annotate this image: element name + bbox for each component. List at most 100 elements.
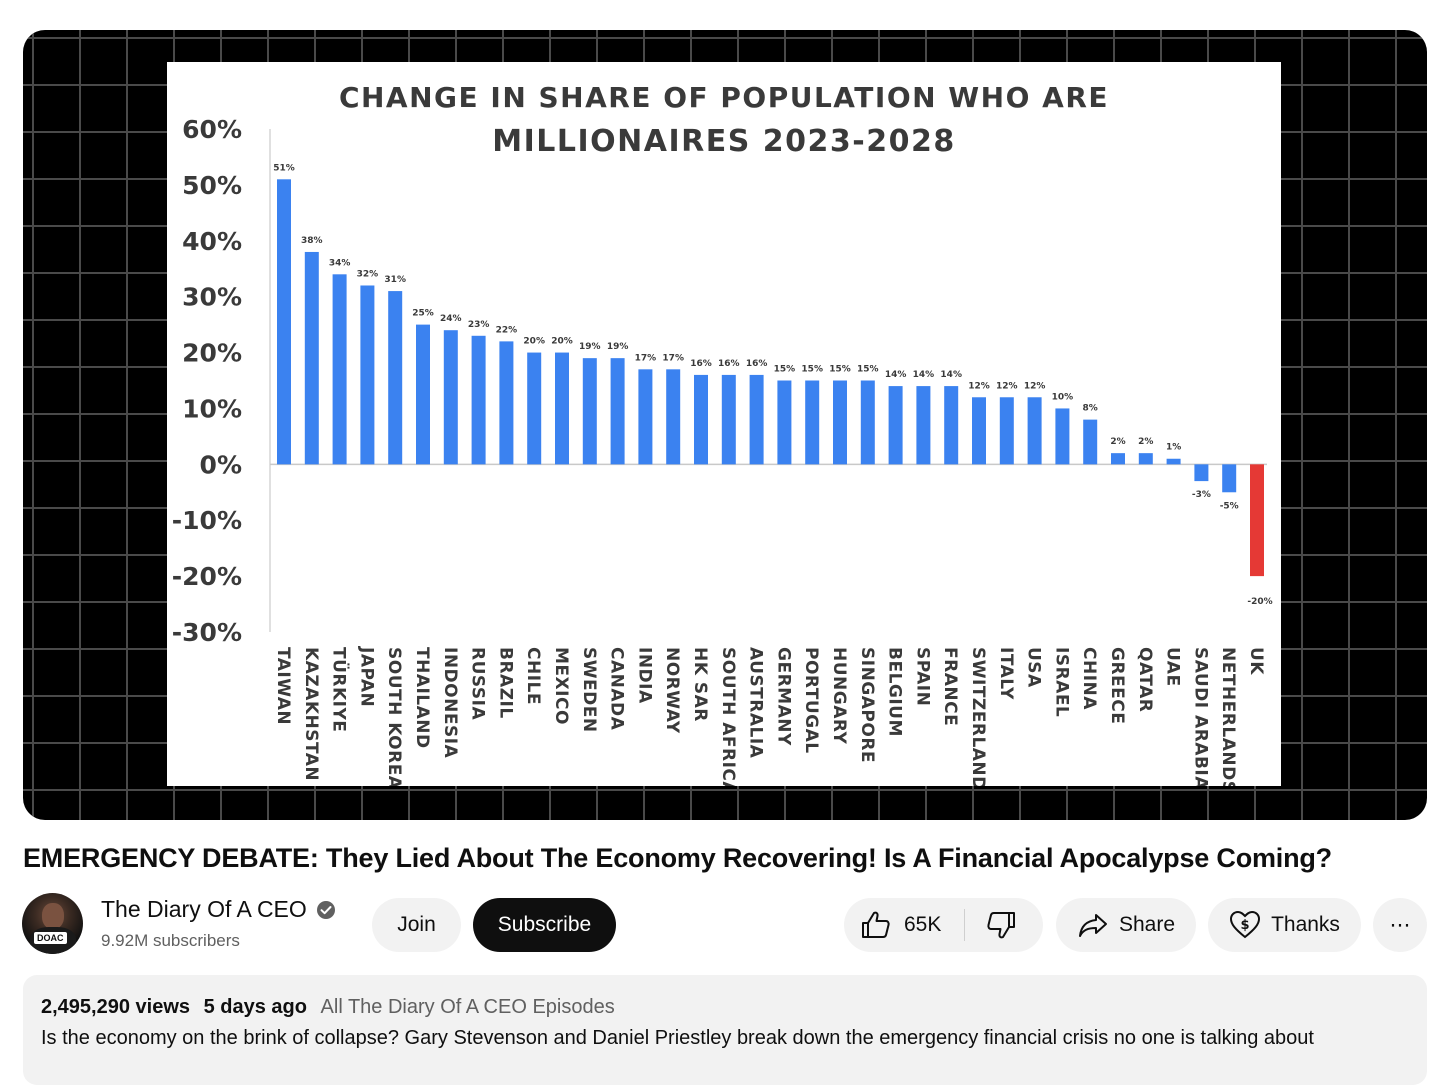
verified-icon	[317, 901, 335, 919]
bar	[916, 386, 931, 465]
category-label: PORTUGAL	[801, 647, 821, 754]
bar	[666, 369, 681, 465]
data-label: 1%	[1166, 443, 1181, 453]
dislike-button[interactable]	[965, 898, 1043, 952]
bar	[555, 352, 569, 465]
category-label: INDONESIA	[440, 647, 460, 759]
bar	[749, 374, 764, 465]
bar-chart: CHANGE IN SHARE OF POPULATION WHO ARE MIL…	[172, 81, 1273, 786]
bar	[1250, 464, 1264, 577]
chart-frame: CHANGE IN SHARE OF POPULATION WHO ARE MIL…	[167, 62, 1281, 786]
data-label: 12%	[1024, 381, 1046, 391]
bar	[1138, 453, 1153, 465]
category-label: MEXICO	[551, 647, 571, 725]
data-label: -20%	[1247, 597, 1272, 607]
data-label: 15%	[801, 365, 823, 375]
bar	[1166, 458, 1181, 465]
data-label: 12%	[968, 381, 990, 391]
category-label: INDIA	[634, 647, 654, 704]
category-label: GREECE	[1107, 647, 1127, 724]
bar	[944, 386, 959, 465]
data-label: 24%	[440, 314, 462, 324]
like-button[interactable]: 65K	[844, 898, 964, 952]
data-label: 14%	[885, 370, 907, 380]
data-label: 16%	[746, 359, 768, 369]
bar	[833, 380, 847, 465]
view-count: 2,495,290 views	[41, 996, 191, 1018]
data-label: -3%	[1192, 490, 1211, 500]
y-tick-label: 20%	[182, 339, 242, 368]
svg-text:$: $	[1241, 918, 1250, 933]
bar	[360, 285, 375, 465]
bar	[388, 291, 403, 465]
category-label: SWEDEN	[579, 647, 599, 733]
channel-avatar[interactable]: DOAC	[22, 893, 83, 954]
data-label: 20%	[551, 337, 573, 347]
share-button[interactable]: Share	[1056, 898, 1196, 952]
subscribe-button[interactable]: Subscribe	[473, 898, 616, 952]
data-label: 38%	[301, 236, 323, 246]
data-label: 15%	[774, 365, 796, 375]
thanks-button[interactable]: $ Thanks	[1208, 898, 1361, 952]
y-tick-label: -10%	[172, 506, 242, 535]
bar	[471, 335, 486, 465]
category-label: ISRAEL	[1051, 647, 1071, 717]
category-label: ITALY	[996, 647, 1016, 700]
data-label: -5%	[1220, 501, 1239, 511]
channel-name[interactable]: The Diary Of A CEO	[101, 896, 307, 922]
category-label: GERMANY	[773, 647, 793, 746]
bar	[972, 397, 986, 465]
join-button[interactable]: Join	[372, 898, 461, 952]
category-label: FRANCE	[940, 647, 960, 726]
data-label: 14%	[913, 370, 935, 380]
data-label: 23%	[468, 320, 490, 330]
bar	[777, 380, 792, 465]
description-box[interactable]: 2,495,290 views 5 days ago All The Diary…	[23, 975, 1427, 1085]
thumbs-up-icon	[862, 911, 890, 938]
data-label: 14%	[940, 370, 962, 380]
data-label: 2%	[1138, 437, 1153, 447]
data-label: 8%	[1083, 404, 1098, 414]
bar	[888, 386, 903, 465]
y-tick-label: 0%	[200, 450, 242, 479]
category-label: CANADA	[607, 647, 627, 731]
data-label: 15%	[857, 365, 879, 375]
category-label: TAIWAN	[273, 647, 293, 725]
y-tick-label: 30%	[182, 283, 242, 312]
data-label: 20%	[523, 337, 545, 347]
data-label: 31%	[384, 275, 406, 285]
bar	[1194, 464, 1209, 482]
category-label: CHILE	[523, 647, 543, 705]
category-label: SINGAPORE	[857, 647, 877, 763]
data-label: 17%	[635, 353, 657, 363]
avatar-face	[42, 903, 64, 929]
category-label: SPAIN	[912, 647, 932, 706]
data-label: 51%	[273, 163, 295, 173]
data-label: 19%	[579, 342, 601, 352]
bar	[1083, 419, 1098, 465]
share-label: Share	[1118, 913, 1176, 936]
data-label: 16%	[718, 359, 740, 369]
y-tick-label: -20%	[172, 562, 242, 591]
video-player[interactable]: CHANGE IN SHARE OF POPULATION WHO ARE MIL…	[23, 30, 1427, 820]
category-label: UK	[1246, 647, 1266, 675]
category-label: JAPAN	[356, 646, 376, 707]
data-label: 32%	[357, 269, 379, 279]
more-actions-button[interactable]: ⋯	[1373, 898, 1427, 952]
thanks-label: Thanks	[1271, 913, 1340, 936]
category-label: HUNGARY	[829, 647, 849, 745]
data-label: 12%	[996, 381, 1018, 391]
category-label: SAUDI ARABIA	[1190, 647, 1210, 786]
bar	[1055, 408, 1070, 465]
chart-title-line: MILLIONAIRES 2023-2028	[492, 124, 956, 159]
bar	[332, 274, 347, 465]
category-label: BELGIUM	[885, 647, 905, 737]
data-label: 17%	[662, 353, 684, 363]
thumbs-down-icon	[987, 912, 1015, 939]
like-count: 65K	[904, 913, 942, 936]
heart-dollar-icon: $	[1230, 910, 1261, 939]
category-label: CHINA	[1079, 647, 1099, 710]
playlist-link[interactable]: All The Diary Of A CEO Episodes	[320, 996, 615, 1018]
data-label: 15%	[829, 365, 851, 375]
category-label: THAILAND	[412, 647, 432, 749]
